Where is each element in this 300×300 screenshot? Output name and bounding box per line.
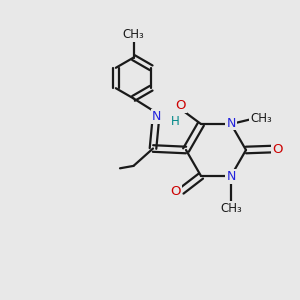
Text: CH₃: CH₃ bbox=[123, 28, 144, 41]
Text: CH₃: CH₃ bbox=[250, 112, 272, 125]
Text: N: N bbox=[152, 110, 162, 123]
Text: N: N bbox=[226, 117, 236, 130]
Text: N: N bbox=[226, 170, 236, 183]
Text: CH₃: CH₃ bbox=[220, 202, 242, 215]
Text: O: O bbox=[170, 185, 181, 198]
Text: H: H bbox=[170, 115, 179, 128]
Text: O: O bbox=[272, 142, 283, 156]
Text: O: O bbox=[176, 99, 186, 112]
